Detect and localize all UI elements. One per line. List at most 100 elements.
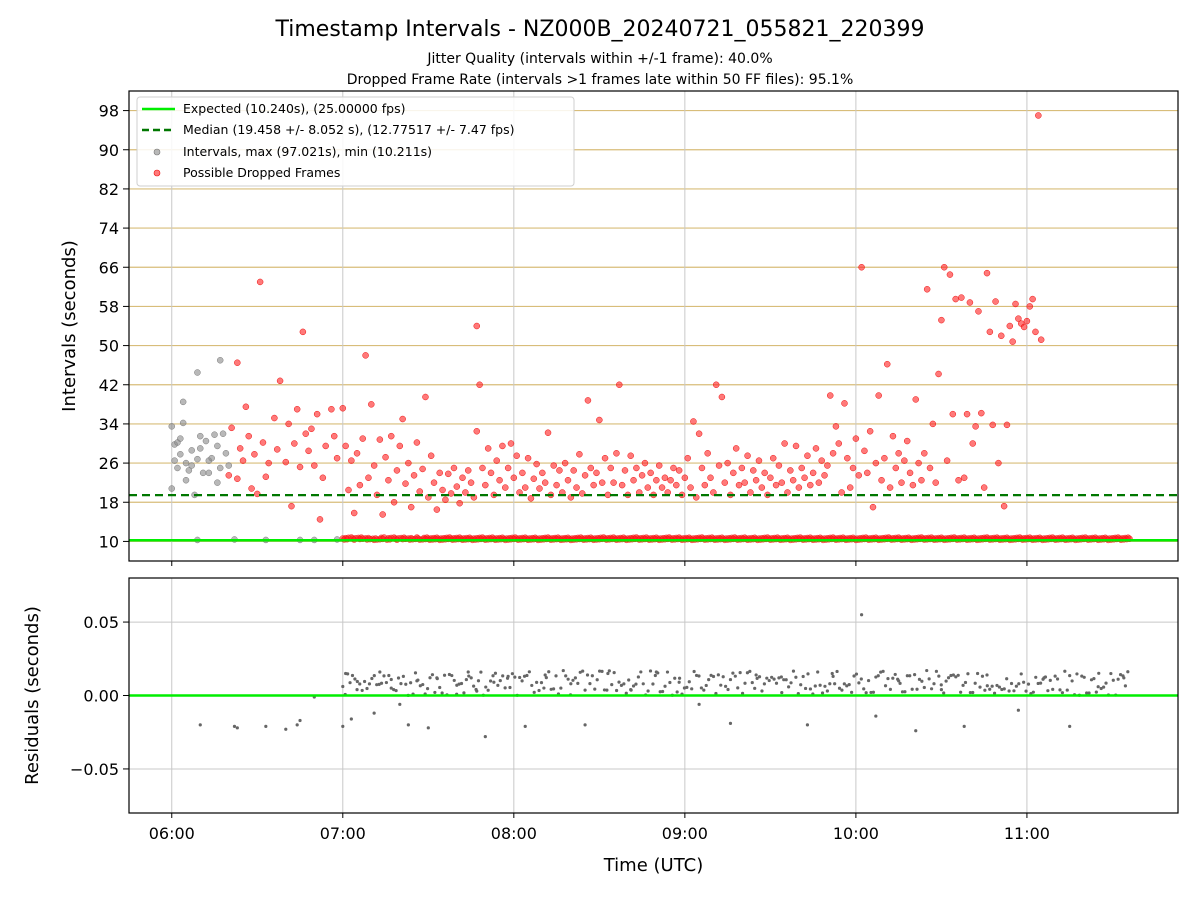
- residual-point: [828, 682, 832, 686]
- residual-point: [665, 670, 670, 674]
- dropped-frame-point: [616, 381, 623, 388]
- legend-expected-label: Expected (10.240s), (25.00000 fps): [183, 101, 405, 116]
- residual-point: [765, 676, 769, 680]
- dropped-frame-point: [442, 496, 449, 504]
- residual-point: [418, 684, 422, 688]
- residual-point: [1126, 670, 1130, 674]
- residual-point: [492, 680, 496, 684]
- interval-point: [194, 455, 201, 463]
- dropped-frame-point: [573, 484, 580, 491]
- dropped-frame-point: [533, 460, 540, 468]
- residual-point: [606, 671, 610, 676]
- dropped-frame-point: [949, 410, 957, 418]
- dropped-frame-point: [929, 420, 937, 428]
- dropped-frame-point: [849, 464, 857, 472]
- residual-point: [944, 679, 948, 683]
- dropped-frame-point: [262, 473, 270, 481]
- residual-point: [409, 681, 413, 685]
- residual-point: [355, 688, 359, 692]
- residual-point: [496, 683, 500, 687]
- dropped-frame-point: [864, 469, 871, 477]
- residual-point: [578, 670, 582, 674]
- residual-point: [816, 670, 820, 674]
- residual-point: [617, 680, 621, 684]
- residual-point: [1099, 686, 1103, 691]
- residual-point: [803, 686, 808, 691]
- dropped-frame-point: [613, 450, 620, 457]
- residual-point: [946, 676, 951, 680]
- residual-point: [1053, 674, 1057, 678]
- interval-point: [177, 451, 184, 458]
- legend-dropped-label: Possible Dropped Frames: [183, 165, 340, 180]
- residual-point: [398, 702, 402, 706]
- residual-point: [879, 670, 883, 674]
- interval-point: [202, 437, 210, 445]
- dropped-frame-point: [521, 484, 529, 491]
- residual-point: [639, 670, 643, 674]
- residual-point: [813, 684, 817, 688]
- residual-point: [1036, 681, 1040, 686]
- dropped-frame-point: [356, 481, 364, 489]
- dropped-frame-point: [493, 457, 500, 464]
- dropped-frame-point: [359, 435, 366, 442]
- residual-point: [566, 677, 570, 681]
- residual-point: [501, 674, 505, 678]
- residual-point: [1109, 671, 1113, 676]
- residual-point: [627, 678, 631, 682]
- dropped-frame-point: [824, 462, 831, 469]
- residual-point: [1017, 682, 1021, 686]
- residual-point: [593, 687, 597, 691]
- residual-point: [876, 674, 880, 678]
- residual-point: [298, 718, 302, 723]
- residual-point: [661, 689, 665, 694]
- residual-point: [467, 674, 471, 678]
- residual-point: [554, 674, 558, 678]
- residual-point: [658, 690, 662, 694]
- dropped-frame-point: [467, 479, 475, 486]
- residual-point: [1042, 676, 1046, 680]
- residuals-y-axis-label: Residuals (seconds): [22, 606, 43, 785]
- dropped-frame-point: [883, 360, 891, 368]
- residual-point: [690, 687, 694, 691]
- dropped-frame-point: [385, 476, 392, 484]
- dropped-frame-point: [248, 485, 255, 492]
- dropped-frame-point: [291, 440, 298, 447]
- dropped-frame-point: [228, 424, 235, 432]
- residual-point: [898, 681, 902, 685]
- residual-point: [1034, 675, 1038, 679]
- dropped-frame-point: [276, 377, 284, 385]
- residual-point: [651, 682, 655, 686]
- dropped-frame-point: [285, 420, 292, 428]
- dropped-frame-point: [254, 490, 261, 498]
- dropped-frame-point: [419, 465, 426, 473]
- dropped-frame-point: [789, 476, 797, 484]
- residual-point: [968, 690, 972, 695]
- dropped-frame-point: [730, 469, 737, 477]
- residual-point: [985, 673, 989, 677]
- dropped-frame-point: [308, 425, 315, 433]
- dropped-frame-point: [464, 467, 472, 474]
- residual-point: [629, 688, 633, 692]
- dropped-frame-point: [980, 484, 988, 491]
- dropped-frame-point: [915, 459, 922, 467]
- dropped-frame-point: [405, 459, 412, 467]
- residual-point: [774, 681, 779, 685]
- residual-point: [483, 735, 487, 739]
- dropped-frame-point: [362, 352, 369, 359]
- residual-point: [365, 686, 369, 691]
- dropped-frame-point: [844, 454, 851, 462]
- residual-point: [837, 686, 842, 690]
- residual-point: [997, 685, 1002, 689]
- dropped-frame-point: [524, 454, 532, 462]
- x-tick-label: 09:00: [662, 824, 708, 843]
- residual-point: [612, 671, 616, 675]
- dropped-frame-point: [541, 479, 549, 486]
- residual-point: [472, 684, 476, 688]
- residual-point: [1016, 708, 1020, 712]
- residual-point: [767, 678, 771, 683]
- residual-point: [430, 673, 435, 677]
- dropped-frame-point: [316, 516, 324, 523]
- dropped-frame-point: [832, 423, 840, 430]
- dropped-frame-point: [695, 430, 703, 437]
- dropped-frame-point: [633, 464, 640, 472]
